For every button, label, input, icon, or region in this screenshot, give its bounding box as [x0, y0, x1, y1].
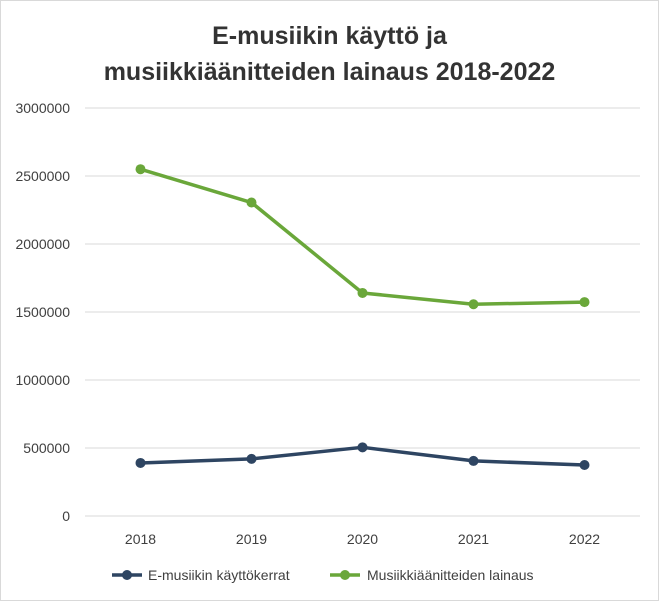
y-tick-label: 500000 — [23, 440, 70, 456]
data-point — [468, 299, 479, 310]
series-lines — [135, 164, 590, 470]
x-axis-ticks: 2018 2019 2020 2021 2022 — [125, 531, 600, 547]
y-tick-label: 2500000 — [15, 168, 70, 184]
y-tick-label: 2000000 — [15, 236, 70, 252]
x-tick-label: 2021 — [458, 531, 489, 547]
y-tick-label: 1000000 — [15, 372, 70, 388]
legend-swatch-marker — [122, 570, 132, 580]
data-point — [579, 297, 590, 308]
chart-title-line-1: E-musiikin käyttö ja — [212, 22, 447, 50]
y-tick-label: 1500000 — [15, 304, 70, 320]
data-point — [357, 287, 368, 298]
x-tick-label: 2020 — [347, 531, 378, 547]
data-point — [135, 457, 146, 468]
series-line — [138, 167, 587, 306]
data-point — [246, 453, 257, 464]
legend: E-musiikin käyttökerrat Musiikkiäänitteid… — [112, 567, 534, 583]
data-point — [246, 197, 257, 208]
chart-title-line-2: musiikkiäänitteiden lainaus 2018-2022 — [103, 58, 556, 86]
data-point — [135, 164, 146, 175]
y-tick-label: 3000000 — [15, 100, 70, 116]
x-tick-label: 2022 — [569, 531, 600, 547]
y-tick-label: 0 — [62, 508, 70, 524]
legend-label: Musiikkiäänitteiden lainaus — [367, 567, 534, 583]
data-point — [357, 442, 368, 453]
gridlines — [85, 107, 640, 517]
data-point — [579, 460, 590, 470]
legend-swatch-marker — [340, 570, 350, 580]
legend-label: E-musiikin käyttökerrat — [148, 567, 290, 583]
x-tick-label: 2019 — [236, 531, 267, 547]
x-tick-label: 2018 — [125, 531, 156, 547]
y-axis-ticks: 0 500000 1000000 1500000 2000000 2500000 30000… — [15, 100, 70, 524]
data-point — [468, 455, 479, 466]
